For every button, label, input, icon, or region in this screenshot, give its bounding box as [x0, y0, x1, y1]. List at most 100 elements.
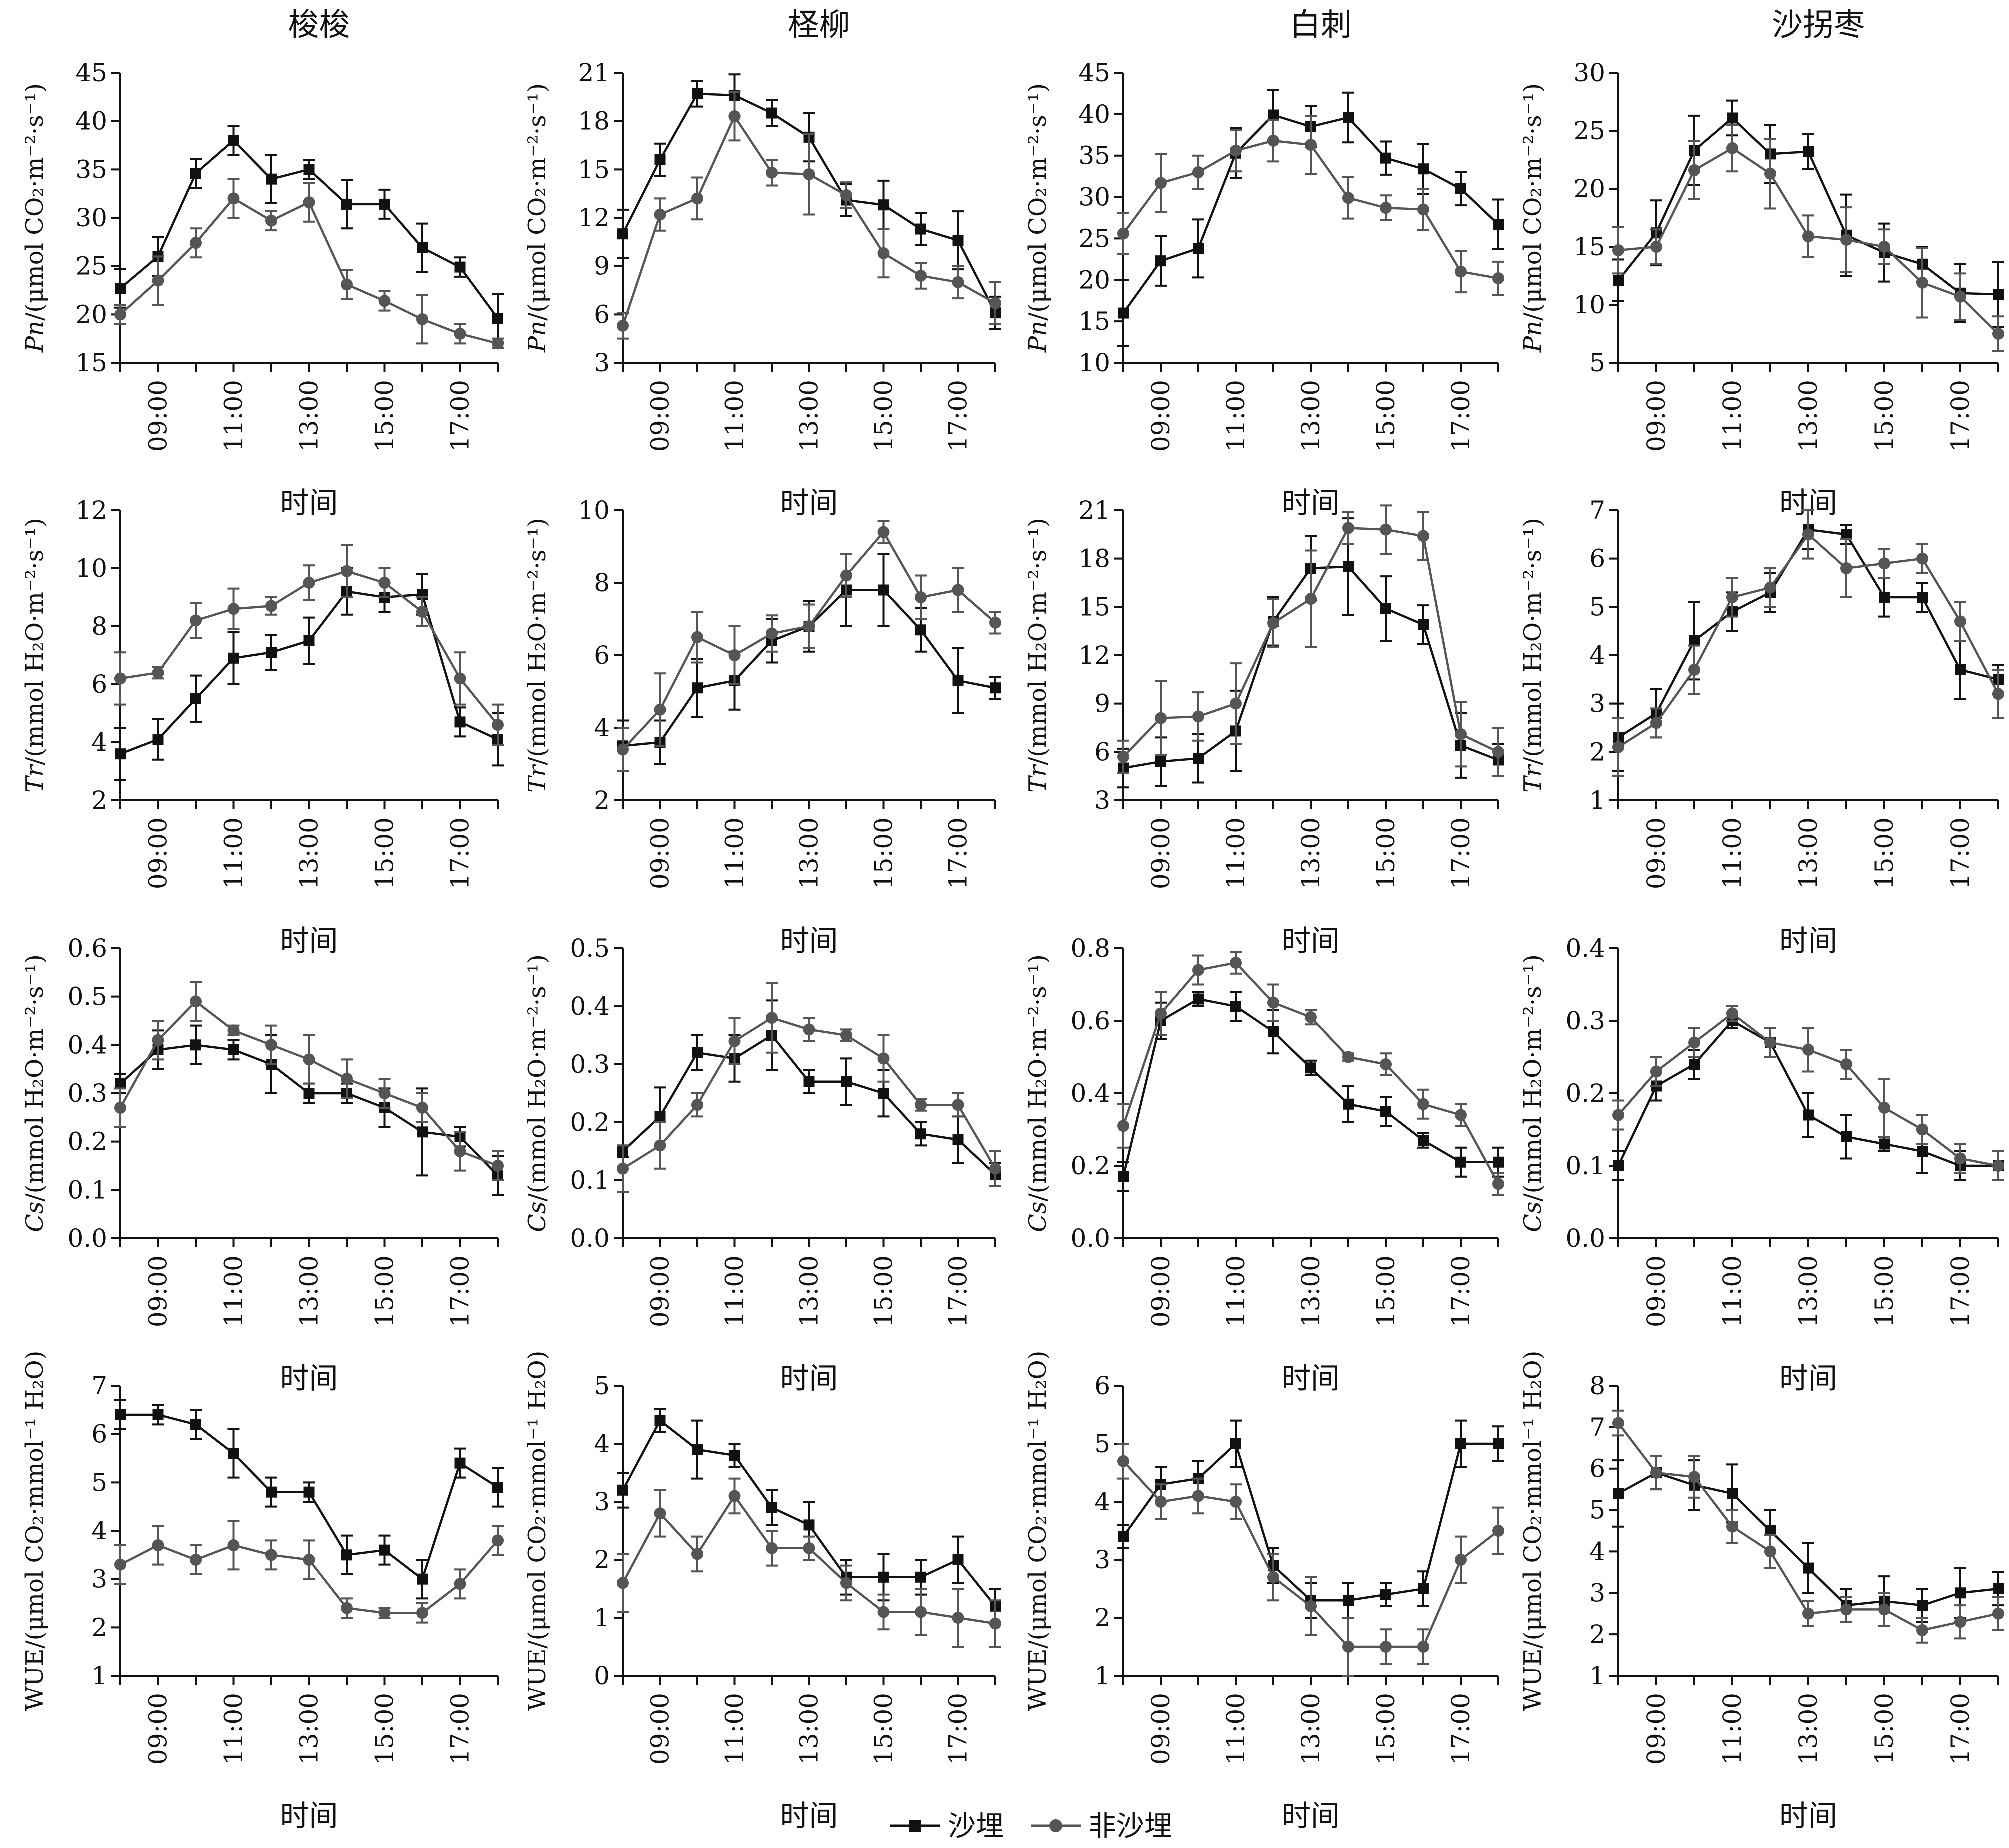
data-point-circle	[152, 274, 164, 287]
x-tick-label: 13:00	[1794, 1255, 1823, 1327]
panel: 15 20 25 30 35 40 45 09:00 11:00 13:00 15:00 17:00 时…	[21, 58, 504, 520]
data-point-circle	[227, 1024, 240, 1037]
data-point-circle	[728, 1035, 741, 1047]
data-point-square	[341, 1549, 352, 1561]
data-point-square	[1230, 1001, 1241, 1012]
data-point-square	[1418, 1135, 1429, 1146]
data-point-circle	[766, 166, 778, 179]
data-point-circle	[227, 192, 240, 205]
data-point-square	[417, 1126, 428, 1138]
y-axis-label: Cs/(mmol H₂O·m⁻²·s⁻¹)	[1024, 954, 1052, 1232]
data-point-circle	[1380, 1641, 1392, 1653]
data-point-circle	[152, 1034, 164, 1046]
y-tick-label: 0.8	[1070, 934, 1110, 963]
data-point-square	[152, 1409, 164, 1420]
y-tick-label: 0.4	[1565, 934, 1605, 963]
y-tick-label: 45	[75, 58, 107, 87]
x-tick-label: 17:00	[446, 1693, 475, 1765]
data-point-square	[1727, 112, 1738, 124]
y-axis-label: Pn/(μmol CO₂·m⁻²·s⁻¹)	[1519, 83, 1547, 353]
x-tick-label: 17:00	[446, 380, 475, 452]
data-point-square	[766, 107, 777, 119]
data-point-circle	[1992, 328, 2004, 340]
data-point-circle	[1380, 202, 1392, 214]
y-tick-label: 21	[1078, 496, 1110, 525]
y-tick-label: 6	[1094, 1371, 1110, 1400]
data-point-circle	[227, 1539, 240, 1551]
x-tick-label: 13:00	[795, 1255, 824, 1327]
x-tick-label: 13:00	[795, 1693, 824, 1765]
x-tick-label: 11:00	[1221, 1693, 1250, 1765]
y-axis-label: Tr/(mmol H₂O·m⁻²·s⁻¹)	[1519, 518, 1547, 792]
x-tick-label: 17:00	[944, 380, 973, 452]
panel: 1 2 3 4 5 6 09:00 11:00 13:00 15:00 17:00 时间 WUE/(μm…	[1024, 1351, 1504, 1833]
y-tick-label: 7	[91, 1371, 107, 1400]
x-tick-label: 15:00	[1371, 380, 1400, 452]
x-tick-label: 17:00	[944, 1255, 973, 1327]
y-axis-label-unit: /(mmol H₂O·m⁻²·s⁻¹)	[1519, 954, 1547, 1201]
y-tick-label: 0.2	[1565, 1079, 1605, 1108]
x-axis-label: 时间	[780, 486, 838, 520]
data-point-circle	[915, 270, 927, 282]
y-tick-label: 0.4	[1070, 1079, 1110, 1108]
x-tick-label: 11:00	[720, 1255, 749, 1327]
y-tick-label: 0.4	[570, 992, 610, 1021]
data-point-square	[729, 1450, 740, 1461]
y-tick-label: 18	[1078, 544, 1110, 573]
data-point-circle	[728, 649, 741, 661]
data-point-circle	[1492, 746, 1504, 758]
x-axis-label: 时间	[1282, 486, 1340, 520]
legend-label: 非沙埋	[1088, 1810, 1172, 1843]
data-point-circle	[227, 603, 240, 615]
y-axis-label: Tr/(mmol H₂O·m⁻²·s⁻¹)	[523, 518, 551, 792]
data-point-circle	[416, 1607, 428, 1619]
data-point-circle	[1455, 728, 1467, 740]
data-point-circle	[1954, 615, 1966, 628]
data-point-circle	[1305, 1600, 1317, 1612]
y-tick-label: 9	[1094, 689, 1110, 718]
data-point-circle	[190, 237, 202, 249]
x-tick-label: 09:00	[646, 817, 675, 889]
data-point-circle	[1802, 1607, 1814, 1620]
series-unburied	[114, 981, 504, 1181]
y-tick-label: 5	[1589, 592, 1605, 621]
x-axis-label: 时间	[1282, 1361, 1340, 1395]
y-axis-label-unit: /(mmol H₂O·m⁻²·s⁻¹)	[523, 518, 551, 765]
data-point-circle	[1878, 1603, 1890, 1616]
x-tick-label: 15:00	[1870, 380, 1899, 452]
data-point-circle	[1878, 1102, 1890, 1114]
data-point-square	[617, 228, 628, 240]
y-axis-label-symbol: Cs	[523, 1202, 551, 1232]
y-axis-label-unit: /(mmol H₂O·m⁻²·s⁻¹)	[21, 954, 49, 1201]
data-point-circle	[1342, 1641, 1354, 1653]
data-point-square	[1268, 1026, 1279, 1037]
x-tick-label: 17:00	[1446, 380, 1475, 452]
data-point-circle	[454, 1578, 466, 1590]
data-point-square	[1613, 275, 1624, 286]
data-point-square	[266, 173, 277, 185]
column-title: 梭梭	[288, 6, 350, 43]
data-point-square	[1613, 1488, 1624, 1499]
data-point-circle	[265, 600, 277, 612]
data-point-square	[454, 716, 466, 728]
data-point-square	[1993, 1583, 2004, 1594]
data-point-square	[1305, 1062, 1316, 1074]
x-tick-label: 15:00	[869, 380, 898, 452]
y-axis-label: Cs/(mmol H₂O·m⁻²·s⁻¹)	[1519, 954, 1547, 1232]
data-point-circle	[1267, 617, 1279, 629]
x-tick-label: 15:00	[869, 817, 898, 889]
data-point-square	[915, 624, 926, 636]
y-axis-label-symbol: Cs	[1519, 1202, 1547, 1232]
y-tick-label: 12	[578, 203, 610, 232]
y-axis-label: Cs/(mmol H₂O·m⁻²·s⁻¹)	[523, 954, 551, 1232]
y-tick-label: 0.3	[67, 1079, 107, 1108]
x-tick-label: 15:00	[869, 1255, 898, 1327]
data-point-square	[190, 1419, 201, 1430]
data-point-circle	[1688, 1471, 1700, 1483]
series-unburied	[1117, 951, 1504, 1196]
y-tick-label: 2	[1094, 1603, 1110, 1632]
data-point-square	[190, 693, 201, 704]
y-tick-label: 0.1	[570, 1166, 610, 1195]
panel: 0.0 0.1 0.2 0.3 0.4 0.5 09:00 11:00 13:00 15:00 17…	[523, 934, 1001, 1395]
x-tick-label: 15:00	[1371, 1693, 1400, 1765]
